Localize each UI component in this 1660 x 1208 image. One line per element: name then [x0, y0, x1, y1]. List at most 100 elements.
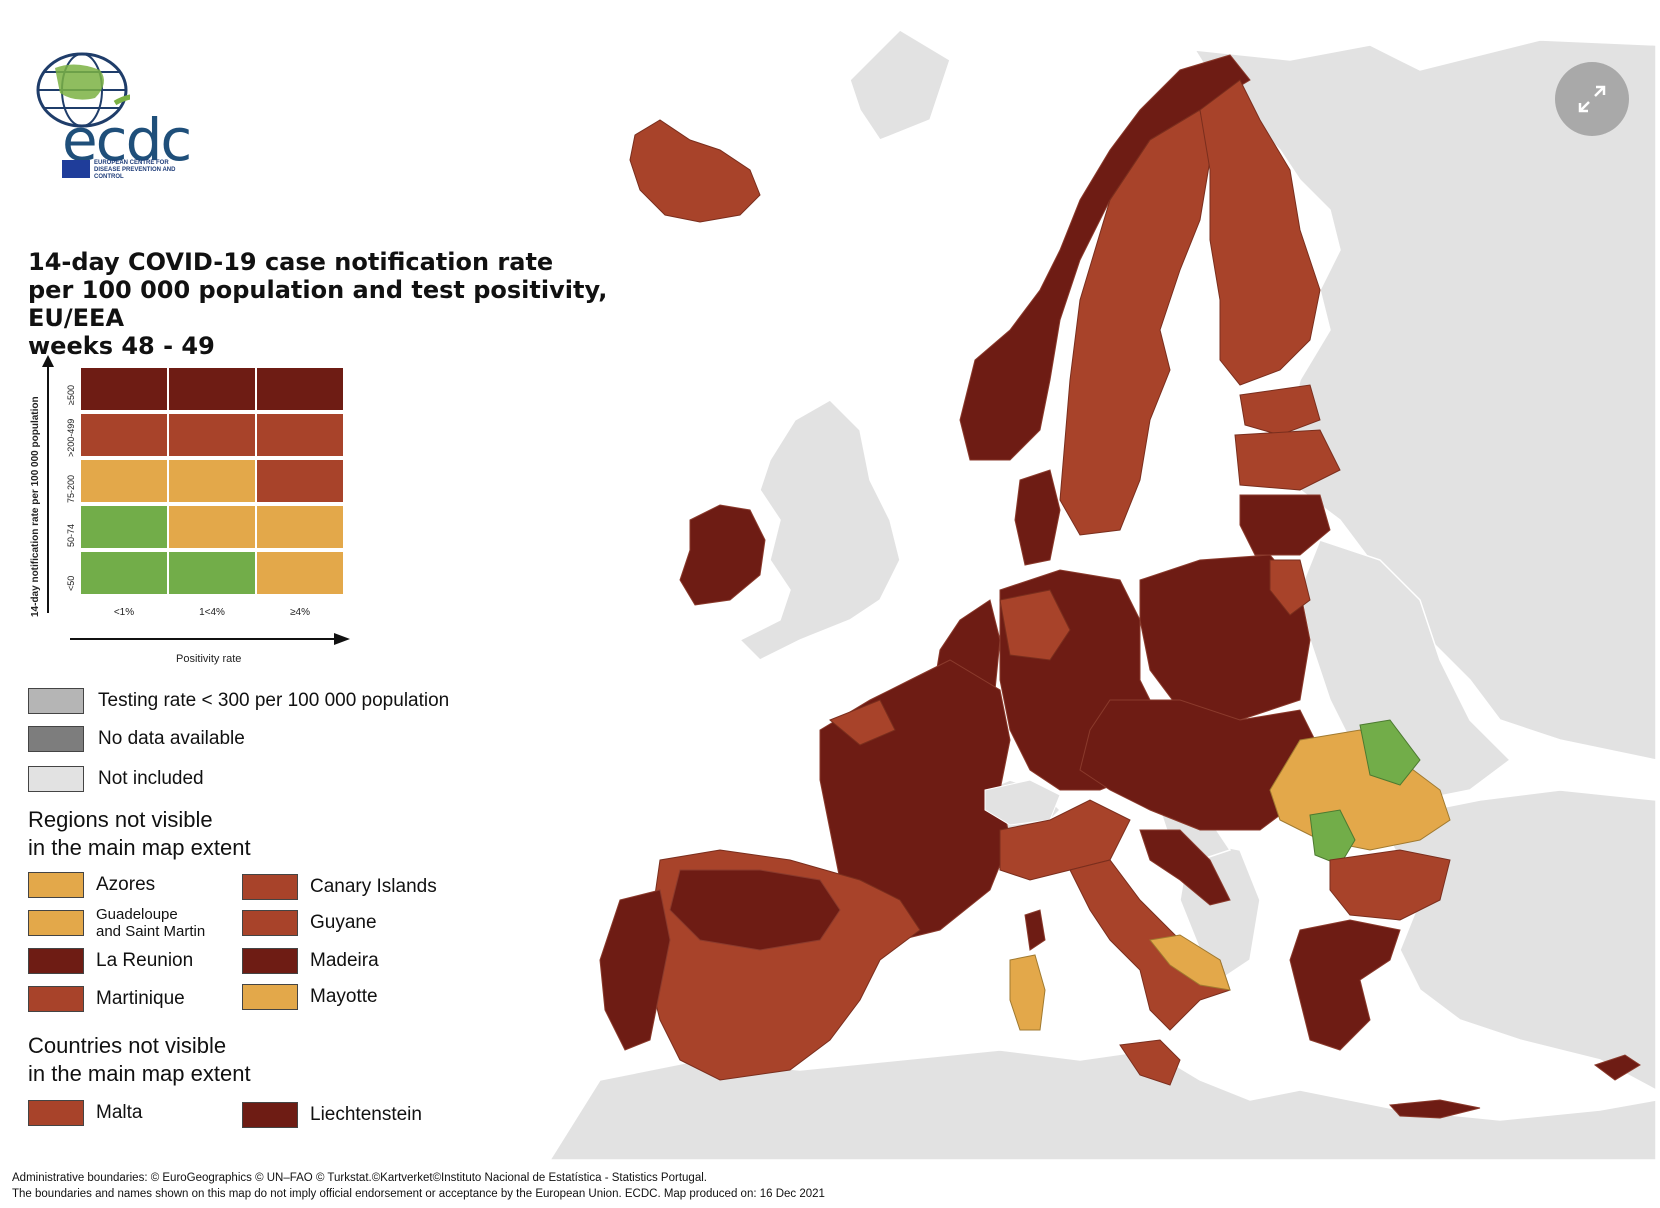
map-title-line2: per 100 000 population and test positivi… — [28, 276, 608, 332]
region-finland — [1199, 79, 1321, 386]
region-cyprus — [1593, 1054, 1641, 1081]
region-label-guadeloupe-line2: and Saint Martin — [96, 923, 206, 940]
region-spain-north — [669, 869, 841, 951]
region-poland-ne — [1269, 559, 1311, 616]
region-swatch-madeira — [242, 948, 298, 974]
region-iceland — [629, 119, 761, 223]
status-swatch-nodata — [28, 726, 84, 752]
region-sardinia — [1009, 954, 1046, 1031]
region-label-mayotte: Mayotte — [310, 986, 378, 1007]
matrix-cell-r1-c2 — [256, 413, 344, 457]
y-label-4: <50 — [66, 575, 76, 591]
y-label-2: 75-200 — [66, 474, 76, 503]
status-swatch-testing — [28, 688, 84, 714]
region-swatch-guadeloupe — [28, 910, 84, 936]
region-lithuania — [1239, 494, 1331, 556]
region-sicily — [1119, 1039, 1181, 1086]
region-denmark — [1014, 469, 1061, 566]
country-swatch-liechtenstein — [242, 1102, 298, 1128]
region-crete — [1388, 1099, 1481, 1119]
region-latvia — [1234, 429, 1341, 491]
matrix-cell-r1-c0 — [80, 413, 168, 457]
status-label-notincluded: Not included — [98, 768, 204, 789]
expand-button[interactable] — [1555, 62, 1629, 136]
y-axis-title: 14-day notification rate per 100 000 pop… — [30, 396, 41, 617]
region-swatch-lareunion — [28, 948, 84, 974]
matrix-cell-r2-c2 — [256, 459, 344, 503]
region-label-martinique: Martinique — [96, 988, 185, 1009]
region-label-canary: Canary Islands — [310, 876, 437, 897]
x-label-1: 1<4% — [199, 607, 225, 618]
matrix-cell-r1-c1 — [168, 413, 256, 457]
region-france-north — [829, 699, 896, 746]
region-germany-nw — [999, 589, 1071, 661]
x-axis-title: Positivity rate — [176, 653, 242, 665]
x-label-0: <1% — [113, 607, 135, 618]
countries-legend: Malta Liechtenstein — [26, 1100, 486, 1140]
map-title-line1: 14-day COVID-19 case notification rate — [28, 248, 554, 276]
eu-flag-icon — [62, 160, 90, 178]
regions-title-line2: in the main map extent — [28, 835, 251, 860]
country-swatch-malta — [28, 1100, 84, 1126]
y-label-1: >200-499 — [66, 418, 76, 457]
expand-icon — [1578, 85, 1606, 113]
matrix-cell-r0-c2 — [256, 367, 344, 411]
matrix-cell-r3-c1 — [168, 505, 256, 549]
region-swatch-canary — [242, 874, 298, 900]
regions-legend: Azores Canary Islands Guadeloupe and Sai… — [26, 872, 486, 1012]
region-corsica — [1024, 909, 1046, 951]
region-label-guadeloupe: Guadeloupe and Saint Martin — [96, 906, 205, 940]
status-label-nodata: No data available — [98, 728, 245, 749]
map-title: 14-day COVID-19 case notification rate p… — [28, 248, 648, 360]
region-estonia — [1239, 384, 1321, 436]
region-swatch-mayotte — [242, 984, 298, 1010]
matrix-cell-r0-c1 — [168, 367, 256, 411]
matrix-cell-r0-c0 — [80, 367, 168, 411]
footer-line2: The boundaries and names shown on this m… — [12, 1188, 825, 1200]
region-swatch-azores — [28, 872, 84, 898]
countries-title-line1: Countries not visible — [28, 1033, 227, 1058]
y-label-3: 50-74 — [66, 523, 76, 547]
countries-title: Countries not visible in the main map ex… — [28, 1032, 251, 1088]
region-italy — [1069, 859, 1231, 1031]
y-label-0: ≥500 — [66, 385, 76, 405]
grey-land — [548, 29, 1657, 1161]
logo-subtitle: EUROPEAN CENTRE FOR DISEASE PREVENTION A… — [94, 160, 176, 180]
globe-icon — [36, 52, 130, 128]
region-portugal — [599, 889, 671, 1051]
region-ireland — [679, 504, 766, 606]
region-label-lareunion: La Reunion — [96, 950, 194, 971]
region-romania-ne-green — [1359, 719, 1421, 786]
region-label-azores: Azores — [96, 874, 156, 895]
matrix-cell-r4-c2 — [256, 551, 344, 595]
region-label-guyane: Guyane — [310, 912, 377, 933]
matrix-cell-r3-c2 — [256, 505, 344, 549]
region-sweden — [1059, 109, 1211, 536]
country-label-malta: Malta — [96, 1102, 143, 1123]
regions-title: Regions not visible in the main map exte… — [28, 806, 251, 862]
region-norway — [959, 54, 1251, 461]
status-swatch-notincluded — [28, 766, 84, 792]
footer-line1: Administrative boundaries: © EuroGeograp… — [12, 1172, 707, 1184]
regions-title-line1: Regions not visible — [28, 807, 213, 832]
region-croatia — [1139, 829, 1231, 906]
ecdc-logo: ecdc EUROPEAN CENTRE FOR DISEASE PREVENT… — [30, 48, 210, 188]
matrix-cell-r3-c0 — [80, 505, 168, 549]
countries-title-line2: in the main map extent — [28, 1061, 251, 1086]
x-label-2: ≥4% — [290, 607, 310, 618]
region-label-guadeloupe-line1: Guadeloupe — [96, 906, 178, 923]
region-bulgaria — [1329, 849, 1451, 921]
matrix-cell-r2-c1 — [168, 459, 256, 503]
matrix-cell-r2-c0 — [80, 459, 168, 503]
region-italy-south-orange — [1149, 934, 1231, 991]
region-poland — [1139, 554, 1311, 721]
y-axis-arrow — [42, 355, 54, 613]
region-swatch-guyane — [242, 910, 298, 936]
x-axis-arrow — [70, 633, 350, 645]
status-legend: Testing rate < 300 per 100 000 populatio… — [26, 688, 506, 808]
country-label-liechtenstein: Liechtenstein — [310, 1104, 422, 1125]
matrix-grid — [80, 367, 344, 597]
region-romania-c-green — [1309, 809, 1356, 866]
region-greece — [1289, 919, 1401, 1051]
